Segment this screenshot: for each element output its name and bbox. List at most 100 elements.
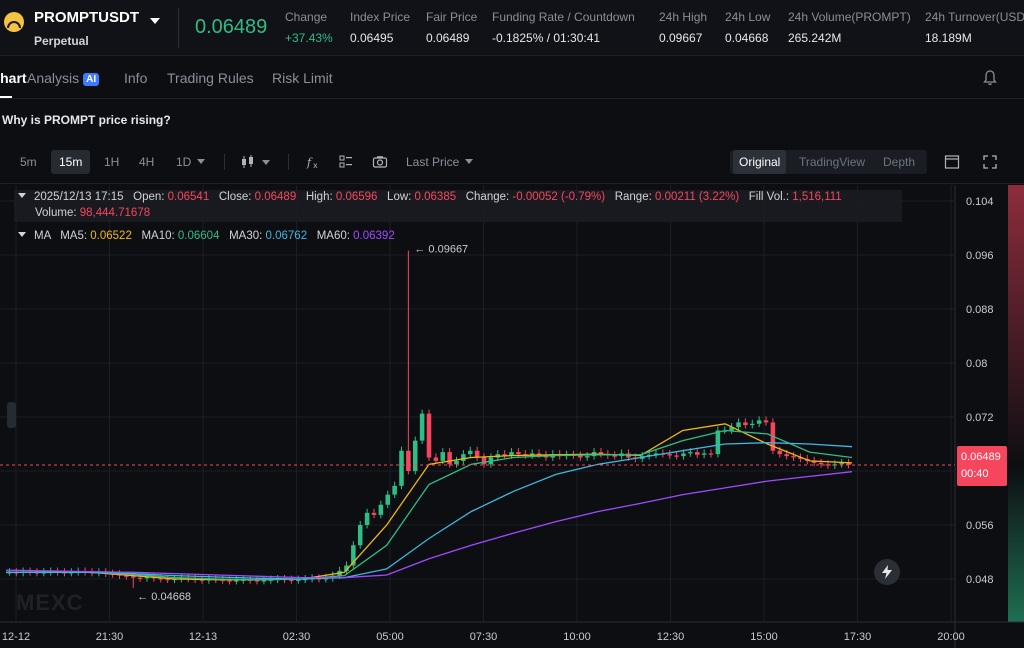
candle-body bbox=[412, 440, 418, 471]
divider bbox=[178, 8, 179, 48]
candle-body bbox=[612, 455, 617, 457]
candle-body bbox=[137, 577, 143, 579]
candle-body bbox=[261, 580, 267, 582]
candle-body bbox=[729, 427, 734, 431]
close-value: 0.06489 bbox=[254, 191, 297, 203]
ma30-label: MA30: bbox=[229, 230, 263, 242]
candle-body bbox=[371, 512, 377, 515]
stat-label: Change bbox=[285, 10, 328, 24]
stat-label: 24h High bbox=[659, 10, 708, 24]
candle-body bbox=[302, 579, 308, 581]
candle-body bbox=[667, 454, 673, 456]
stat-value: 265.242M bbox=[788, 31, 842, 45]
symbol-name[interactable]: PROMPTUSDT bbox=[34, 9, 139, 26]
view-original[interactable]: Original bbox=[733, 150, 787, 174]
time-tick-label: 21:30 bbox=[96, 631, 124, 643]
price-tick-label: 0.072 bbox=[966, 412, 994, 424]
low-label: Low: bbox=[387, 191, 412, 203]
price-chart[interactable]: 0.104 0.096 0.088 0.08 0.072 0.056 0.048 12-12… bbox=[0, 185, 1024, 648]
stat-24h-turnover: 24h Turnover(USDT) 18.189M bbox=[925, 10, 1024, 45]
ohlc-legend: 2025/12/13 17:15 Open: 0.06541 Close: 0.… bbox=[14, 190, 902, 222]
stat-value: 18.189M bbox=[925, 31, 972, 45]
high-label: High: bbox=[305, 191, 333, 203]
view-depth[interactable]: Depth bbox=[883, 155, 916, 169]
time-tick-label: 07:30 bbox=[470, 631, 498, 643]
timeframe-1d[interactable]: 1D bbox=[168, 150, 213, 174]
panel-layout-icon[interactable] bbox=[944, 154, 960, 170]
view-tradingview[interactable]: TradingView bbox=[799, 155, 866, 169]
volume-label: Volume: bbox=[35, 207, 77, 219]
volume-value: 98,444.71678 bbox=[79, 207, 151, 219]
range-label: Range: bbox=[614, 191, 652, 203]
ma-line-ma10 bbox=[6, 429, 853, 581]
tab-analysis-label: Analysis bbox=[27, 70, 80, 86]
change-label: Change: bbox=[465, 191, 510, 203]
svg-text:x: x bbox=[313, 161, 318, 170]
collapse-chevron-down-icon[interactable] bbox=[18, 193, 26, 198]
candle-body bbox=[777, 450, 783, 455]
symbol-dropdown-chevron-down-icon[interactable] bbox=[150, 18, 160, 24]
collapse-chevron-down-icon[interactable] bbox=[18, 232, 26, 237]
stat-change: Change +37.43% bbox=[285, 10, 333, 45]
fill-vol-value: 1,516,111 bbox=[792, 191, 842, 203]
candle-body bbox=[736, 422, 741, 428]
price-tick-label: 0.088 bbox=[966, 304, 994, 316]
time-tick-label: 17:30 bbox=[844, 631, 872, 643]
timeframe-5m[interactable]: 5m bbox=[20, 155, 37, 169]
time-tick-label: 12-12 bbox=[2, 631, 30, 643]
ma5-label: MA5: bbox=[60, 230, 88, 242]
stat-24h-high: 24h High 0.09667 bbox=[659, 10, 707, 45]
candle-body bbox=[364, 512, 370, 525]
stat-value: 0.04668 bbox=[725, 31, 769, 45]
time-tick-label: 20:00 bbox=[937, 631, 965, 643]
mexc-watermark: MEXC bbox=[16, 590, 84, 615]
lightning-icon[interactable] bbox=[874, 559, 900, 585]
layout-grid-icon[interactable] bbox=[338, 154, 354, 170]
camera-icon[interactable] bbox=[372, 154, 388, 170]
candle-body bbox=[694, 452, 700, 455]
stat-label: Fair Price bbox=[426, 10, 478, 24]
tab-risk-limit[interactable]: Risk Limit bbox=[272, 70, 333, 86]
fullscreen-icon[interactable] bbox=[982, 154, 998, 170]
tab-chart[interactable]: Chart bbox=[0, 70, 27, 86]
timeframe-15m[interactable]: 15m bbox=[51, 150, 91, 174]
candle-body bbox=[419, 413, 425, 441]
timeframe-1h[interactable]: 1H bbox=[104, 155, 120, 169]
candlestick-type-icon[interactable] bbox=[240, 154, 256, 170]
stat-label: 24h Volume(PROMPT) bbox=[788, 10, 911, 24]
bell-icon[interactable] bbox=[983, 70, 997, 86]
candle-body bbox=[743, 422, 748, 426]
candle-body bbox=[426, 413, 432, 458]
timeframe-4h[interactable]: 4H bbox=[139, 155, 155, 169]
candle-body bbox=[681, 453, 686, 457]
divider bbox=[288, 154, 289, 170]
candle-body bbox=[474, 450, 480, 458]
time-tick-label: 05:00 bbox=[376, 631, 404, 643]
stat-value: 0.09667 bbox=[659, 31, 703, 45]
why-price-rising-link[interactable]: Why is PROMPT price rising? bbox=[2, 113, 171, 127]
candle-body bbox=[461, 454, 466, 461]
indicator-fx-icon[interactable]: f x bbox=[306, 154, 322, 170]
price-type-select[interactable]: Last Price bbox=[398, 150, 481, 174]
candle-body bbox=[144, 576, 150, 579]
time-tick-label: 10:00 bbox=[563, 631, 591, 643]
time-tick-label: 02:30 bbox=[283, 631, 311, 643]
candle-body bbox=[653, 453, 659, 455]
tab-analysis[interactable]: Analysis AI bbox=[27, 70, 100, 86]
time-tick-label: 12-13 bbox=[189, 631, 217, 643]
chevron-down-icon bbox=[197, 159, 206, 164]
current-price-tag: 0.06489 00:40 bbox=[957, 446, 1007, 486]
candle-body bbox=[811, 460, 817, 463]
tab-info[interactable]: Info bbox=[124, 70, 148, 86]
ma5-value: 0.06522 bbox=[90, 230, 132, 242]
time-axis: 12-12 21:30 12-13 02:30 05:00 07:30 10:00 12:30… bbox=[2, 631, 965, 643]
chevron-down-icon[interactable] bbox=[262, 160, 270, 165]
stat-label: Funding Rate / Countdown bbox=[492, 10, 635, 24]
ma10-label: MA10: bbox=[141, 230, 175, 242]
ma30-value: 0.06762 bbox=[265, 230, 308, 242]
ma-line-ma5 bbox=[6, 423, 853, 581]
ohlc-row: 2025/12/13 17:15 Open: 0.06541 Close: 0.… bbox=[18, 191, 842, 203]
ma10-value: 0.06604 bbox=[177, 230, 220, 242]
collapse-panel-handle[interactable] bbox=[7, 402, 16, 428]
tab-trading-rules[interactable]: Trading Rules bbox=[167, 70, 254, 86]
